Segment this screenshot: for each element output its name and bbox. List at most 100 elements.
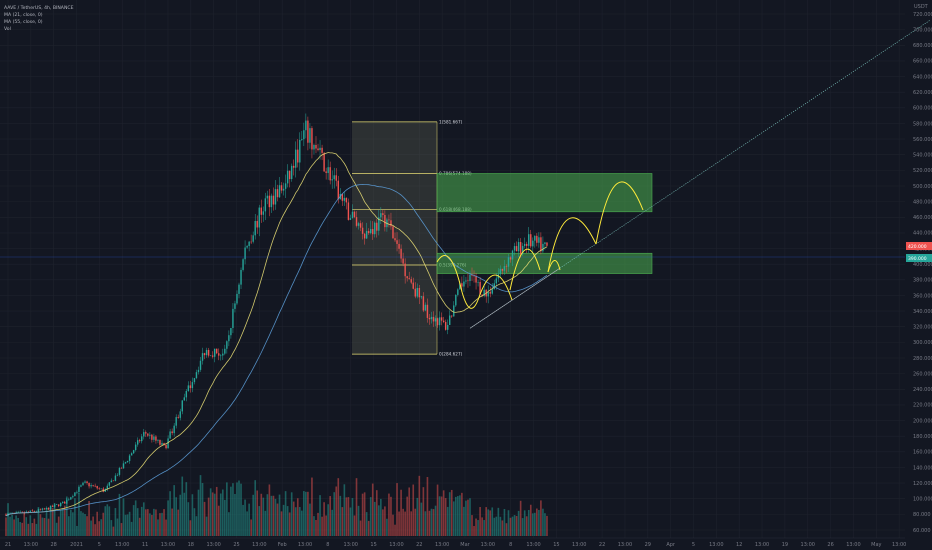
candle-body	[359, 223, 362, 228]
volume-bar	[467, 499, 469, 536]
candle-body	[216, 348, 218, 354]
candle-body	[183, 397, 186, 401]
drawings[interactable]	[0, 20, 931, 329]
candle-body	[536, 235, 538, 243]
price-tag-upper-text: 420.000	[908, 244, 927, 250]
time-axis-tick: 13:00	[526, 542, 540, 548]
time-axis-tick: 15	[553, 542, 559, 548]
candle-body	[64, 501, 66, 504]
volume-legend[interactable]: Vol	[4, 27, 11, 32]
volume-bar	[78, 492, 80, 536]
grid	[0, 0, 905, 538]
volume-bar	[471, 515, 473, 536]
candle-body	[372, 229, 374, 235]
volume-bar	[499, 516, 502, 536]
candle-body	[295, 149, 297, 168]
candle-body	[189, 385, 192, 389]
candle-body	[185, 390, 188, 398]
time-axis-tick: Mar	[460, 542, 470, 548]
candle-body	[505, 266, 508, 267]
candle-body	[236, 293, 238, 304]
candle-body	[191, 382, 194, 389]
volume-bar	[436, 484, 439, 536]
candle-body	[37, 509, 40, 512]
volume-bar	[394, 524, 396, 536]
projection-arc	[547, 260, 561, 273]
candle-body	[256, 220, 258, 228]
symbol-line[interactable]: AAVE / TetherUS, 4h, BINANCE	[4, 6, 74, 11]
volume-bar	[90, 520, 92, 536]
volume-bar	[483, 520, 485, 536]
volume-bar	[538, 510, 540, 536]
price-axis[interactable]: USDT 720.000 700.000 680.000 660.000 640.000 6…	[913, 4, 932, 534]
fib-level-label: 0(284.627)	[439, 352, 463, 357]
volume-bar	[286, 506, 289, 536]
volume-bar	[21, 522, 24, 536]
candle-body	[495, 278, 498, 284]
candle-body	[53, 504, 56, 507]
volume-bar	[72, 512, 74, 536]
volume-bar	[163, 509, 165, 536]
candle-body	[455, 294, 457, 306]
support-zone	[436, 252, 653, 274]
volume-bar	[367, 520, 370, 536]
price-axis-tick: 500.000	[913, 184, 932, 190]
candle-body	[106, 485, 109, 490]
volume-bar	[211, 492, 214, 536]
price-tag-upper-bg	[906, 242, 932, 250]
volume-bar	[481, 517, 483, 536]
volume-bar	[461, 492, 463, 536]
ma-21-legend[interactable]: MA (21, close, 0)	[4, 13, 43, 18]
candle-body	[515, 246, 518, 252]
ma-55-legend[interactable]: MA (55, close, 0)	[4, 20, 43, 25]
volume-bar	[197, 489, 200, 536]
support-zone	[436, 173, 653, 213]
price-axis-tick: 640.000	[913, 74, 932, 80]
time-axis-tick: 21	[5, 542, 11, 548]
candle-body	[325, 171, 327, 173]
candle-body	[398, 243, 400, 249]
price-axis-tick: 660.000	[913, 59, 932, 65]
volume-bar	[140, 506, 143, 536]
volume-bar	[19, 522, 21, 536]
volume-bar	[335, 486, 338, 536]
volume-bar	[432, 509, 435, 536]
candle-body	[136, 440, 139, 445]
volume-bar	[47, 518, 50, 536]
volume-bar	[13, 519, 15, 536]
volume-bar	[264, 510, 267, 536]
candle-body	[337, 180, 339, 200]
volume-bar	[70, 509, 72, 536]
candle-body	[5, 514, 7, 516]
price-axis-tick: 600.000	[913, 106, 932, 112]
volume-bar	[240, 483, 242, 536]
candle-body	[82, 482, 84, 486]
trendline-solid	[469, 267, 561, 329]
volume-bar	[33, 518, 36, 536]
volume-bar	[424, 511, 427, 536]
candle-body	[331, 179, 333, 181]
candle-body	[363, 233, 366, 239]
volume-bar	[45, 508, 48, 536]
time-axis-tick: May	[871, 542, 881, 548]
candle-body	[70, 497, 72, 500]
volume-bar	[428, 510, 431, 536]
price-axis-tick: 120.000	[913, 481, 932, 487]
candle-body	[49, 505, 52, 510]
volume-bar	[452, 501, 455, 536]
candle-body	[503, 266, 506, 271]
volume-bar	[511, 516, 514, 536]
candle-body	[384, 214, 386, 228]
candle-body	[333, 175, 335, 180]
time-axis[interactable]: 21 13:00 28 2021 5 13:00 11 13:00 18 13:00 25 13:00…	[0, 537, 906, 548]
candle-body	[272, 195, 275, 205]
candle-body	[353, 211, 356, 218]
candle-body	[66, 499, 68, 504]
projection-arc	[461, 291, 479, 309]
candle-body	[299, 139, 301, 163]
volume-bar	[173, 485, 175, 536]
volume-bar	[244, 499, 246, 536]
volume-bar	[351, 498, 354, 536]
support-zones[interactable]	[436, 173, 653, 274]
